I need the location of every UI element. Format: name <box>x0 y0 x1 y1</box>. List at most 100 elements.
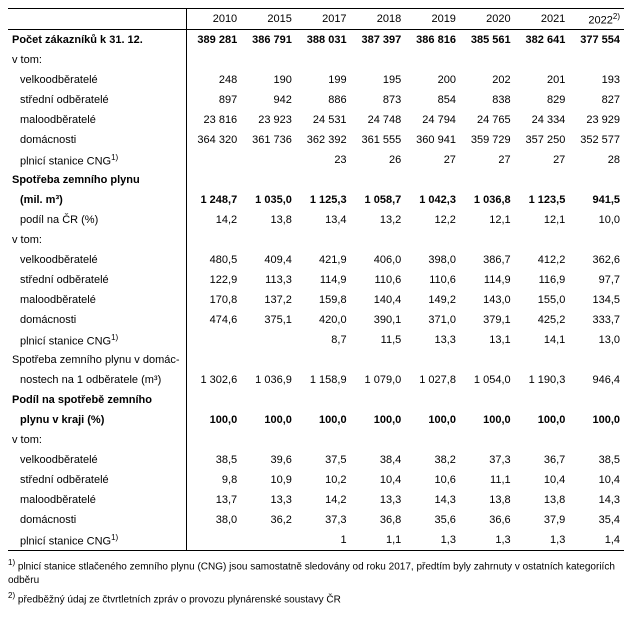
table-row: domácnosti364 320361 736362 392361 55536… <box>8 130 624 150</box>
cell-value: 10,9 <box>241 470 296 490</box>
cell-value <box>405 390 460 410</box>
cell-value: 23 929 <box>569 110 624 130</box>
table-row: střední odběratelé9,810,910,210,410,611,… <box>8 470 624 490</box>
cell-value: 12,1 <box>515 210 570 230</box>
cell-value <box>296 390 351 410</box>
cell-value: 827 <box>569 90 624 110</box>
cell-value: 1 079,0 <box>351 370 406 390</box>
cell-value: 1 035,0 <box>241 190 296 210</box>
row-label: střední odběratelé <box>8 90 187 110</box>
cell-value: 38,0 <box>187 510 242 530</box>
cell-value: 14,2 <box>187 210 242 230</box>
cell-value: 10,2 <box>296 470 351 490</box>
cell-value: 14,2 <box>296 490 351 510</box>
cell-value: 100,0 <box>569 410 624 430</box>
cell-value: 333,7 <box>569 310 624 330</box>
cell-value <box>569 230 624 250</box>
cell-value: 13,2 <box>351 210 406 230</box>
cell-value <box>296 350 351 370</box>
table-row: Podíl na spotřebě zemního <box>8 390 624 410</box>
cell-value: 35,4 <box>569 510 624 530</box>
cell-value <box>187 530 242 551</box>
cell-value: 13,3 <box>241 490 296 510</box>
footnotes: 1) plnicí stanice stlačeného zemního ply… <box>8 557 624 608</box>
cell-value: 1 036,8 <box>460 190 515 210</box>
row-label: plnicí stanice CNG1) <box>8 150 187 170</box>
table-row: Spotřeba zemního plynu <box>8 170 624 190</box>
cell-value <box>569 50 624 70</box>
cell-value <box>460 390 515 410</box>
table-row: plnicí stanice CNG1)11,11,31,31,31,4 <box>8 530 624 551</box>
table-row: v tom: <box>8 230 624 250</box>
cell-value: 946,4 <box>569 370 624 390</box>
cell-value: 13,1 <box>460 330 515 350</box>
cell-value <box>460 350 515 370</box>
cell-value: 10,6 <box>405 470 460 490</box>
cell-value: 202 <box>460 70 515 90</box>
row-label: v tom: <box>8 430 187 450</box>
cell-value: 27 <box>460 150 515 170</box>
cell-value <box>241 430 296 450</box>
cell-value <box>351 350 406 370</box>
cell-value: 110,6 <box>405 270 460 290</box>
cell-value <box>405 230 460 250</box>
cell-value: 9,8 <box>187 470 242 490</box>
cell-value: 100,0 <box>515 410 570 430</box>
table-row: podíl na ČR (%)14,213,813,413,212,212,11… <box>8 210 624 230</box>
header-year: 2019 <box>405 9 460 30</box>
cell-value: 37,3 <box>296 510 351 530</box>
cell-value: 100,0 <box>351 410 406 430</box>
cell-value <box>515 390 570 410</box>
cell-value: 11,5 <box>351 330 406 350</box>
cell-value <box>515 170 570 190</box>
cell-value: 38,5 <box>187 450 242 470</box>
table-row: Spotřeba zemního plynu v domác- <box>8 350 624 370</box>
cell-value: 13,0 <box>569 330 624 350</box>
cell-value: 1 042,3 <box>405 190 460 210</box>
cell-value <box>405 350 460 370</box>
cell-value <box>187 230 242 250</box>
cell-value <box>351 430 406 450</box>
row-label: domácnosti <box>8 310 187 330</box>
cell-value <box>515 230 570 250</box>
cell-value: 1 058,7 <box>351 190 406 210</box>
row-label: velkoodběratelé <box>8 70 187 90</box>
cell-value: 1 054,0 <box>460 370 515 390</box>
cell-value: 14,3 <box>405 490 460 510</box>
cell-value: 1 248,7 <box>187 190 242 210</box>
row-label: plnicí stanice CNG1) <box>8 330 187 350</box>
cell-value: 12,2 <box>405 210 460 230</box>
cell-value: 140,4 <box>351 290 406 310</box>
cell-value <box>241 390 296 410</box>
table-row: domácnosti38,036,237,336,835,636,637,935… <box>8 510 624 530</box>
cell-value <box>569 350 624 370</box>
cell-value: 28 <box>569 150 624 170</box>
cell-value <box>241 170 296 190</box>
cell-value <box>296 430 351 450</box>
cell-value: 23 <box>296 150 351 170</box>
row-label: maloodběratelé <box>8 490 187 510</box>
cell-value: 36,8 <box>351 510 406 530</box>
row-label: střední odběratelé <box>8 270 187 290</box>
cell-value: 357 250 <box>515 130 570 150</box>
table-row: maloodběratelé23 81623 92324 53124 74824… <box>8 110 624 130</box>
table-row: maloodběratelé170,8137,2159,8140,4149,21… <box>8 290 624 310</box>
cell-value: 10,4 <box>569 470 624 490</box>
cell-value: 24 531 <box>296 110 351 130</box>
cell-value: 382 641 <box>515 30 570 51</box>
row-label: velkoodběratelé <box>8 450 187 470</box>
cell-value: 386 791 <box>241 30 296 51</box>
cell-value: 1,4 <box>569 530 624 551</box>
cell-value <box>187 430 242 450</box>
cell-value <box>241 150 296 170</box>
cell-value <box>187 390 242 410</box>
row-label: domácnosti <box>8 130 187 150</box>
cell-value: 116,9 <box>515 270 570 290</box>
footnote: 1) plnicí stanice stlačeného zemního ply… <box>8 557 624 588</box>
cell-value: 829 <box>515 90 570 110</box>
row-label: podíl na ČR (%) <box>8 210 187 230</box>
cell-value: 390,1 <box>351 310 406 330</box>
cell-value <box>351 390 406 410</box>
cell-value: 170,8 <box>187 290 242 310</box>
cell-value <box>515 50 570 70</box>
